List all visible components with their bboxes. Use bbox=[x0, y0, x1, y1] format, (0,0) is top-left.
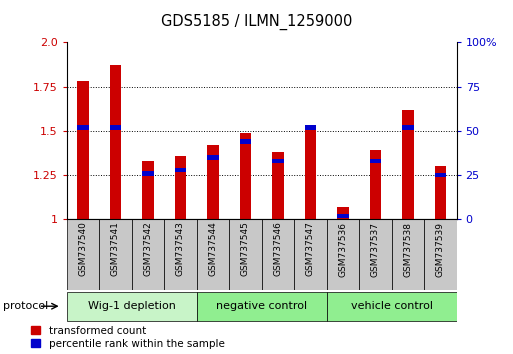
Text: GSM737541: GSM737541 bbox=[111, 222, 120, 276]
Bar bbox=[337, 207, 348, 219]
Bar bbox=[207, 145, 219, 219]
Text: GSM737544: GSM737544 bbox=[208, 222, 218, 276]
FancyBboxPatch shape bbox=[262, 219, 294, 290]
Text: GSM737545: GSM737545 bbox=[241, 222, 250, 276]
Text: protocol: protocol bbox=[3, 301, 48, 311]
Bar bbox=[370, 150, 381, 219]
Bar bbox=[142, 161, 153, 219]
Text: GSM737538: GSM737538 bbox=[403, 222, 412, 276]
Bar bbox=[175, 168, 186, 172]
Text: GSM737547: GSM737547 bbox=[306, 222, 315, 276]
Bar bbox=[337, 214, 348, 218]
FancyBboxPatch shape bbox=[229, 219, 262, 290]
FancyBboxPatch shape bbox=[294, 219, 327, 290]
FancyBboxPatch shape bbox=[327, 292, 457, 321]
Bar bbox=[240, 133, 251, 219]
Bar bbox=[402, 125, 413, 130]
Text: GSM737546: GSM737546 bbox=[273, 222, 282, 276]
Text: GSM737537: GSM737537 bbox=[371, 222, 380, 276]
Bar bbox=[305, 125, 316, 130]
Bar bbox=[435, 166, 446, 219]
FancyBboxPatch shape bbox=[196, 219, 229, 290]
Bar bbox=[175, 156, 186, 219]
Bar bbox=[435, 173, 446, 177]
Text: GSM737543: GSM737543 bbox=[176, 222, 185, 276]
Bar bbox=[272, 159, 284, 163]
Legend: transformed count, percentile rank within the sample: transformed count, percentile rank withi… bbox=[31, 326, 225, 349]
Text: GSM737536: GSM737536 bbox=[339, 222, 347, 276]
FancyBboxPatch shape bbox=[327, 219, 359, 290]
FancyBboxPatch shape bbox=[67, 219, 99, 290]
FancyBboxPatch shape bbox=[196, 292, 327, 321]
Text: Wig-1 depletion: Wig-1 depletion bbox=[88, 301, 175, 311]
Bar bbox=[305, 126, 316, 219]
FancyBboxPatch shape bbox=[132, 219, 164, 290]
FancyBboxPatch shape bbox=[391, 219, 424, 290]
Bar bbox=[207, 155, 219, 160]
Text: GSM737542: GSM737542 bbox=[144, 222, 152, 276]
FancyBboxPatch shape bbox=[67, 292, 196, 321]
FancyBboxPatch shape bbox=[99, 219, 132, 290]
Text: GDS5185 / ILMN_1259000: GDS5185 / ILMN_1259000 bbox=[161, 14, 352, 30]
Bar bbox=[77, 81, 89, 219]
FancyBboxPatch shape bbox=[164, 219, 196, 290]
Text: GSM737539: GSM737539 bbox=[436, 222, 445, 276]
Bar bbox=[110, 125, 121, 130]
Text: GSM737540: GSM737540 bbox=[78, 222, 87, 276]
FancyBboxPatch shape bbox=[424, 219, 457, 290]
Bar bbox=[110, 65, 121, 219]
Text: vehicle control: vehicle control bbox=[350, 301, 432, 311]
Bar bbox=[370, 159, 381, 163]
Bar bbox=[142, 171, 153, 176]
Bar bbox=[77, 125, 89, 130]
Bar bbox=[240, 139, 251, 144]
Bar bbox=[402, 110, 413, 219]
FancyBboxPatch shape bbox=[359, 219, 391, 290]
Bar bbox=[272, 152, 284, 219]
Text: negative control: negative control bbox=[216, 301, 307, 311]
